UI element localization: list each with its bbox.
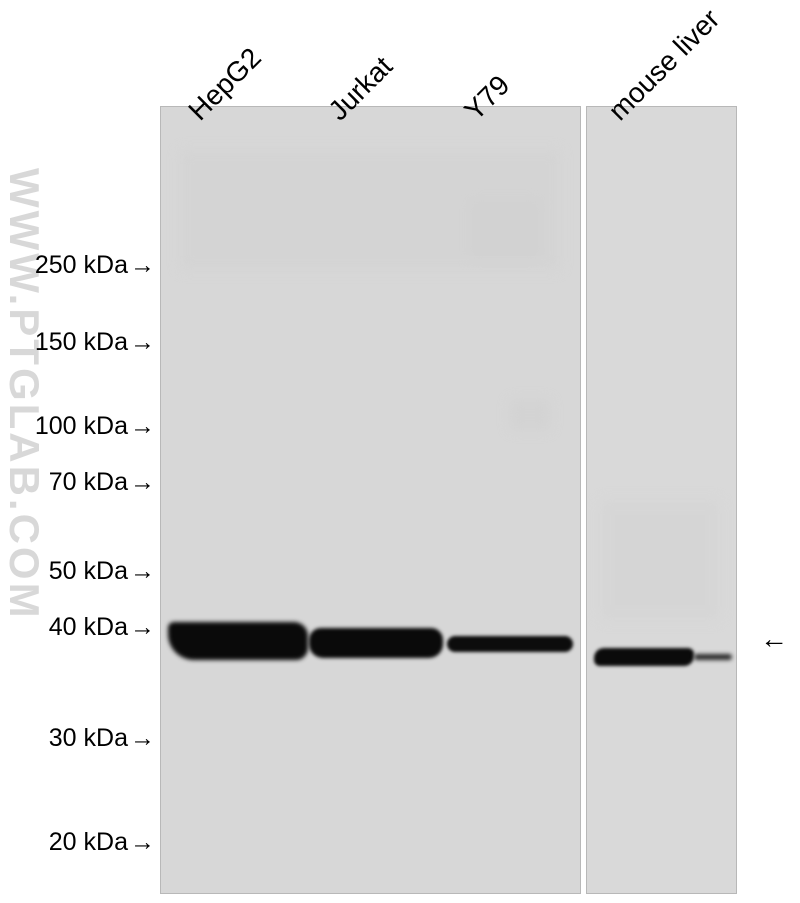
mw-marker-text: 30 kDa [49, 724, 128, 752]
arrow-right-icon: → [130, 328, 155, 357]
band-pointer-arrow-icon: ← [760, 623, 788, 655]
protein-band [594, 648, 694, 666]
mw-marker-text: 100 kDa [35, 412, 128, 440]
mw-marker-text: 50 kDa [49, 557, 128, 585]
mw-marker-text: 150 kDa [35, 328, 128, 356]
mw-marker-label: 30 kDa→ [49, 724, 155, 753]
mw-marker-text: 250 kDa [35, 251, 128, 279]
protein-band [447, 636, 573, 652]
arrow-right-icon: → [130, 251, 155, 280]
arrow-right-icon: → [130, 724, 155, 753]
protein-band [694, 654, 732, 660]
mw-marker-label: 50 kDa→ [49, 557, 155, 586]
film-smudge [510, 400, 550, 430]
mw-marker-text: 40 kDa [49, 613, 128, 641]
arrow-right-icon: → [130, 557, 155, 586]
mw-marker-label: 100 kDa→ [35, 412, 155, 441]
arrow-right-icon: → [130, 468, 155, 497]
mw-marker-label: 40 kDa→ [49, 613, 155, 642]
film-smudge [180, 150, 560, 270]
mw-marker-label: 70 kDa→ [49, 468, 155, 497]
mw-marker-label: 150 kDa→ [35, 328, 155, 357]
arrow-right-icon: → [130, 613, 155, 642]
mw-marker-text: 70 kDa [49, 468, 128, 496]
protein-band [168, 622, 308, 660]
arrow-right-icon: → [130, 412, 155, 441]
protein-band [309, 628, 443, 658]
watermark-text: WWW.PTGLAB.COM [0, 168, 48, 621]
film-smudge [600, 500, 720, 620]
mw-marker-text: 20 kDa [49, 828, 128, 856]
arrow-right-icon: → [130, 828, 155, 857]
mw-marker-label: 20 kDa→ [49, 828, 155, 857]
blot-canvas: WWW.PTGLAB.COMHepG2JurkatY79mouse liver2… [0, 0, 800, 903]
mw-marker-label: 250 kDa→ [35, 251, 155, 280]
